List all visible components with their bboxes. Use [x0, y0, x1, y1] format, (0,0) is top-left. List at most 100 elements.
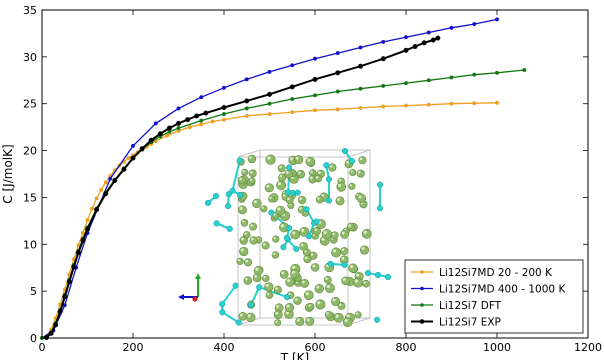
- lithium-atom: [330, 231, 339, 240]
- data-point: [313, 93, 318, 98]
- orientation-c-arrow: [178, 294, 184, 300]
- data-point: [449, 101, 454, 106]
- atom-highlight: [304, 249, 307, 253]
- data-point: [335, 70, 341, 76]
- atom-highlight: [240, 237, 244, 241]
- lithium-atom: [239, 246, 249, 257]
- data-point: [290, 110, 295, 115]
- data-point: [80, 238, 86, 244]
- atom-highlight: [254, 274, 258, 278]
- legend-label: Li12Si7MD 400 - 1000 K: [439, 284, 566, 296]
- atom-highlight: [250, 224, 254, 227]
- atom-highlight: [263, 242, 266, 246]
- data-point: [404, 35, 409, 40]
- silicon-atom: [232, 282, 239, 289]
- lithium-atom: [342, 317, 353, 328]
- atom-highlight: [323, 230, 327, 235]
- data-point: [404, 81, 409, 86]
- atom-highlight: [355, 312, 359, 315]
- data-point: [495, 100, 500, 105]
- lithium-atom: [315, 299, 326, 310]
- silicon-atom: [236, 157, 243, 164]
- data-point: [103, 191, 109, 197]
- atom-highlight: [281, 271, 285, 275]
- atom-highlight: [272, 252, 276, 256]
- atom-highlight: [307, 158, 311, 162]
- lithium-atom: [262, 274, 270, 283]
- silicon-atom: [286, 224, 293, 232]
- atom-highlight: [285, 171, 289, 174]
- atom-highlight: [266, 292, 270, 296]
- atom-highlight: [326, 284, 330, 289]
- lithium-atom: [272, 235, 280, 243]
- atom-highlight: [239, 206, 243, 210]
- series-line: [45, 37, 439, 339]
- atom-highlight: [300, 243, 304, 247]
- data-point: [176, 106, 181, 111]
- data-point: [157, 131, 163, 137]
- data-point: [358, 63, 364, 69]
- legend-swatch-marker: [419, 319, 425, 324]
- data-point: [421, 40, 427, 46]
- cell-box-edge: [347, 149, 371, 158]
- lithium-atom: [285, 277, 295, 287]
- atom-highlight: [288, 292, 291, 296]
- atom-highlight: [247, 314, 251, 318]
- silicon-atom: [313, 218, 320, 225]
- atom-highlight: [276, 304, 280, 308]
- lithium-atom: [261, 241, 270, 250]
- lithium-atom: [265, 154, 276, 165]
- data-point: [267, 101, 272, 106]
- lithium-atom: [300, 278, 310, 288]
- lithium-atom: [348, 263, 358, 273]
- atom-highlight: [338, 303, 342, 306]
- lithium-atom: [328, 163, 337, 172]
- bond-link: [258, 286, 288, 298]
- data-point: [75, 250, 81, 256]
- lithium-atom: [247, 154, 257, 164]
- atom-highlight: [350, 170, 353, 173]
- x-tick-label: 1200: [574, 341, 602, 354]
- lithium-atom: [315, 195, 324, 204]
- data-point: [185, 117, 191, 123]
- data-point: [472, 22, 477, 27]
- atom-highlight: [363, 281, 367, 284]
- atom-highlight: [296, 318, 300, 322]
- data-point: [313, 56, 318, 61]
- atom-highlight: [253, 200, 257, 204]
- atom-highlight: [245, 277, 248, 281]
- atom-highlight: [289, 157, 294, 161]
- lithium-atom: [241, 168, 249, 176]
- atom-highlight: [349, 184, 352, 187]
- silicon-atom: [247, 301, 255, 309]
- legend-label: Li12Si7MD 20 - 200 K: [439, 267, 553, 279]
- lithium-atom: [299, 241, 308, 251]
- atom-highlight: [282, 194, 286, 197]
- data-point: [221, 117, 226, 122]
- lithium-atom: [238, 312, 248, 321]
- data-point: [112, 178, 118, 184]
- legend-swatch-marker: [420, 270, 424, 274]
- axes: 0 200 400 600 800 1000 1200 0 5 10 15 20 25 30 35: [23, 4, 602, 354]
- lithium-atom: [310, 263, 320, 272]
- lithium-atom: [290, 269, 300, 279]
- atom-highlight: [297, 171, 301, 175]
- lithium-atom: [353, 277, 364, 288]
- data-point: [71, 264, 77, 270]
- atom-highlight: [240, 248, 244, 252]
- data-point: [267, 91, 273, 97]
- data-point: [267, 69, 272, 74]
- atom-highlight: [277, 207, 281, 211]
- data-point: [221, 112, 226, 117]
- lithium-atom: [307, 302, 315, 311]
- silicon-atom: [236, 191, 244, 199]
- silicon-atom: [384, 273, 392, 281]
- lithium-atom: [248, 169, 257, 178]
- lithium-atom: [354, 311, 362, 319]
- lithium-atom: [356, 169, 365, 178]
- silicon-atom: [293, 245, 300, 253]
- lithium-atom: [273, 285, 282, 294]
- data-point: [426, 78, 431, 83]
- atom-highlight: [251, 237, 254, 241]
- data-point: [244, 98, 250, 104]
